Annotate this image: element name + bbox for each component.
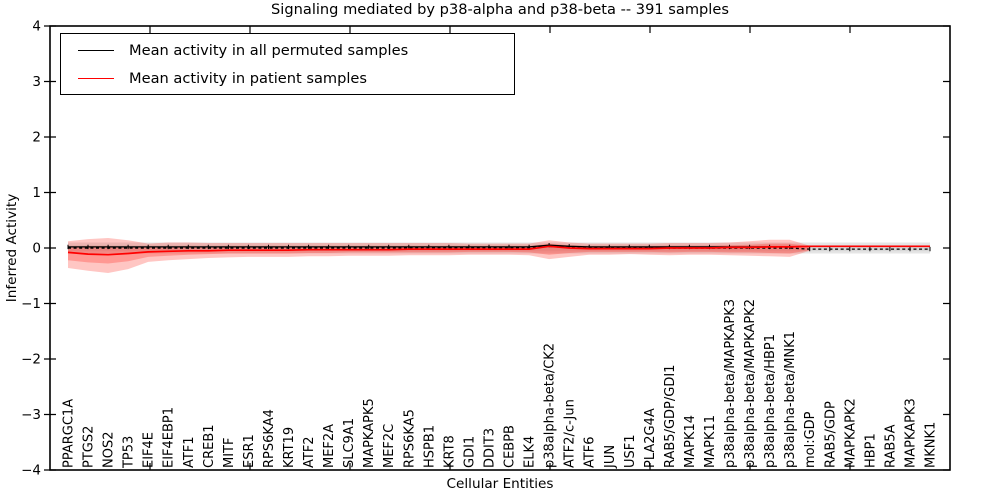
y-tick-label: 0 [32, 241, 41, 257]
legend-label: Mean activity in patient samples [129, 69, 368, 87]
x-category-label: RAB5/GDP/GDI1 [663, 365, 678, 468]
y-tick-label: −4 [21, 463, 41, 479]
patient-line-swatch [78, 77, 114, 79]
x-category-label: MEF2C [382, 424, 397, 468]
x-category-label: EIF4E [142, 432, 157, 468]
x-category-label: CEBPB [503, 425, 518, 468]
x-category-label: p38alpha-beta/MNK1 [783, 331, 798, 468]
x-category-label: ATF2 [302, 436, 317, 468]
patient-mean-line [67, 245, 930, 256]
x-category-label: RAB5A [883, 424, 898, 468]
x-category-label: CREB1 [202, 424, 217, 468]
x-category-label: PLA2G4A [643, 408, 658, 468]
x-category-label: USF1 [623, 434, 638, 468]
x-category-label: JUN [603, 445, 618, 469]
y-axis-label: Inferred Activity [4, 193, 20, 303]
x-category-label: KRT19 [282, 427, 297, 468]
x-category-label: HBP1 [863, 433, 878, 468]
x-category-label: NOS2 [102, 432, 117, 468]
x-category-label: p38alpha-beta/HBP1 [763, 334, 778, 468]
x-axis-label: Cellular Entities [446, 476, 554, 492]
x-category-label: PTGS2 [82, 426, 97, 468]
x-category-label: SLC9A1 [342, 418, 357, 468]
x-category-label: MAPKAPK3 [904, 398, 919, 468]
x-category-label: p38alpha-beta/CK2 [543, 343, 558, 468]
x-category-label: MAPK14 [683, 415, 698, 468]
chart-title: Signaling mediated by p38-alpha and p38-… [271, 1, 729, 18]
y-tick-label: 2 [32, 130, 41, 146]
legend-item-permuted: Mean activity in all permuted samples [61, 37, 514, 63]
x-category-label: p38alpha-beta/MAPKAPK3 [723, 299, 738, 468]
x-category-label: MITF [222, 438, 237, 468]
x-category-label: MEF2A [322, 424, 337, 468]
plot-frame [49, 25, 951, 471]
x-category-label: ELK4 [523, 436, 538, 468]
x-category-label: TP53 [122, 436, 137, 469]
x-category-label: RAB5/GDP [823, 401, 838, 468]
x-category-label: HSPB1 [422, 425, 437, 468]
x-category-label: MAPKAPK5 [362, 398, 377, 468]
legend: Mean activity in all permuted samples Me… [60, 33, 515, 95]
x-category-label: MKNK1 [924, 422, 939, 468]
x-category-label: PPARGC1A [62, 399, 77, 468]
x-category-label: MAPKAPK2 [843, 398, 858, 468]
x-category-label: mol:GDP [803, 411, 818, 468]
y-tick-label: −3 [21, 407, 41, 423]
y-tick-label: 3 [32, 74, 41, 90]
x-category-label: RPS6KA5 [402, 409, 417, 468]
patient-band-outer [68, 238, 810, 273]
x-category-label: MAPK11 [703, 415, 718, 468]
x-category-label: RPS6KA4 [262, 409, 277, 468]
y-tick-label: 1 [32, 185, 41, 201]
permuted-line-swatch [78, 49, 114, 51]
x-category-label: ATF2/c-Jun [563, 399, 578, 468]
x-category-label: KRT8 [442, 435, 457, 468]
x-category-label: ESR1 [242, 434, 257, 468]
y-tick-label: −1 [21, 296, 41, 312]
x-category-label: DDIT3 [483, 428, 498, 468]
legend-label: Mean activity in all permuted samples [129, 41, 409, 59]
x-category-label: ATF1 [182, 436, 197, 468]
x-category-label: p38alpha-beta/MAPKAPK2 [743, 299, 758, 468]
permuted-mean-dashes [68, 245, 930, 250]
x-category-label: ATF6 [583, 436, 598, 468]
x-category-label: EIF4EBP1 [162, 407, 177, 468]
y-tick-label: −2 [21, 352, 41, 368]
legend-item-patient: Mean activity in patient samples [61, 65, 514, 91]
x-category-label: GDI1 [462, 436, 477, 468]
y-tick-label: 4 [32, 19, 41, 35]
